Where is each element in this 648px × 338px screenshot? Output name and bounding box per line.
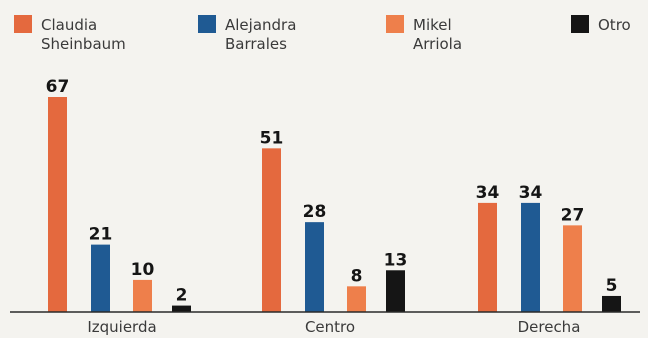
category-label: Centro [305,318,355,336]
data-label: 34 [476,183,500,203]
legend-item: Alejandra Barrales [198,15,296,53]
bars [48,97,621,312]
bar [478,202,497,312]
bar [347,286,366,312]
legend-swatch [386,15,404,33]
data-label: 51 [260,128,284,148]
data-label: 8 [351,266,363,286]
bar [602,295,621,312]
bar [133,279,152,312]
x-axis: Izquierda Centro Derecha [10,311,640,336]
data-label: 67 [46,77,70,97]
legend-label: Claudia Sheinbaum [41,16,126,53]
legend-swatch [14,15,32,33]
bar [172,305,191,312]
bar [521,202,540,312]
legend-label: Alejandra Barrales [225,16,296,53]
data-label: 5 [606,276,618,296]
data-label: 2 [176,286,188,306]
data-label: 13 [384,250,408,270]
category-label: Derecha [518,318,581,336]
bar [563,225,582,312]
data-label: 34 [519,183,543,203]
data-label: 10 [131,260,155,280]
legend-label: Otro [598,16,631,34]
legend-label: Mikel Arriola [413,16,462,53]
bar [305,222,324,312]
legend-item: Mikel Arriola [386,15,462,53]
bar [48,97,67,312]
legend-swatch [198,15,216,33]
legend-item: Otro [571,15,631,34]
bar [386,270,405,312]
data-label: 21 [89,225,113,245]
data-label: 28 [303,202,327,222]
bar [91,244,110,312]
bar [262,148,281,312]
value-labels: 67 21 10 2 51 28 8 13 34 34 27 5 [46,77,618,306]
legend-swatch [571,15,589,33]
legend-item: Claudia Sheinbaum [14,15,126,53]
legend: Claudia Sheinbaum Alejandra Barrales Mikel Ar… [14,15,631,53]
category-label: Izquierda [87,318,156,336]
data-label: 27 [561,205,585,225]
